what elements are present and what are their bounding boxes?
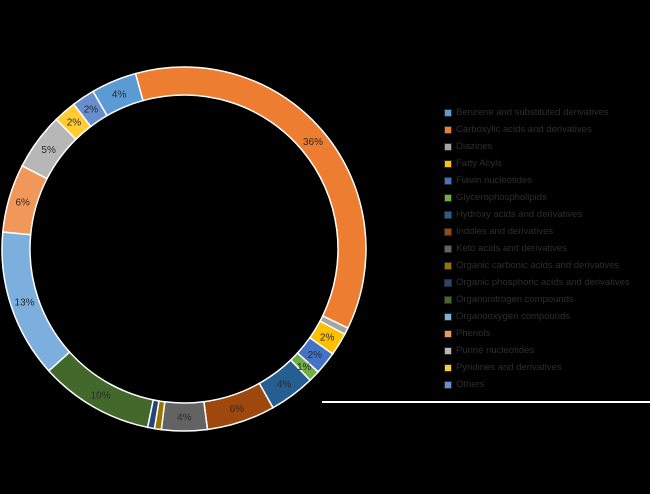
legend-item-9: Organic carbonic acids and derivatives bbox=[444, 257, 644, 274]
chart-legend: Benzene and substituted derivatives Carbo… bbox=[444, 104, 644, 393]
slice-label-0: 4% bbox=[112, 90, 127, 101]
donut-slice-1 bbox=[134, 66, 367, 330]
legend-item-0: Benzene and substituted derivatives bbox=[444, 104, 644, 121]
legend-swatch bbox=[444, 193, 452, 202]
legend-label: Fatty Acyls bbox=[456, 158, 502, 169]
legend-swatch bbox=[444, 176, 452, 185]
legend-item-11: Organonitrogen compounds bbox=[444, 291, 644, 308]
donut-slice-16 bbox=[72, 90, 109, 128]
legend-label: Benzene and substituted derivatives bbox=[456, 107, 609, 118]
legend-label: Indoles and derivatives bbox=[456, 226, 554, 237]
legend-swatch bbox=[444, 329, 452, 338]
legend-swatch bbox=[444, 159, 452, 168]
legend-item-12: Organooxygen compounds bbox=[444, 308, 644, 325]
donut-slices bbox=[1, 66, 367, 432]
legend-swatch bbox=[444, 108, 452, 117]
slice-label-13: 6% bbox=[16, 197, 31, 208]
legend-label: Pyridines and derivatives bbox=[456, 362, 562, 373]
legend-label: Keto acids and derivatives bbox=[456, 243, 567, 254]
legend-item-15: Pyridines and derivatives bbox=[444, 359, 644, 376]
slice-label-8: 4% bbox=[177, 412, 192, 423]
legend-label: Organic carbonic acids and derivatives bbox=[456, 260, 620, 271]
legend-label: Others bbox=[456, 379, 485, 390]
legend-label: Phenols bbox=[456, 328, 491, 339]
legend-label: Flavin nucleotides bbox=[456, 175, 533, 186]
slice-label-15: 2% bbox=[67, 118, 82, 129]
legend-item-16: Others bbox=[444, 376, 644, 393]
legend-swatch bbox=[444, 210, 452, 219]
legend-label: Carboxylic acids and derivatives bbox=[456, 124, 592, 135]
slice-label-6: 4% bbox=[277, 379, 292, 390]
legend-swatch bbox=[444, 295, 452, 304]
legend-label: Organooxygen compounds bbox=[456, 311, 571, 322]
donut-slice-labels: 4%36%2%2%1%4%6%4%10%13%6%5%2%2% bbox=[15, 90, 335, 424]
legend-item-7: Indoles and derivatives bbox=[444, 223, 644, 240]
legend-swatch bbox=[444, 363, 452, 372]
legend-label: Organic phosphoric acids and derivatives bbox=[456, 277, 630, 288]
slice-label-5: 1% bbox=[297, 362, 312, 373]
legend-label: Glycerophospholipids bbox=[456, 192, 547, 203]
slice-label-11: 10% bbox=[91, 390, 111, 401]
legend-item-6: Hydroxy acids and derivatives bbox=[444, 206, 644, 223]
slice-label-14: 5% bbox=[41, 145, 56, 156]
legend-swatch bbox=[444, 142, 452, 151]
legend-label: Hydroxy acids and derivatives bbox=[456, 209, 583, 220]
chart-baseline-line bbox=[322, 401, 650, 403]
legend-swatch bbox=[444, 261, 452, 270]
slice-label-7: 6% bbox=[230, 404, 245, 415]
legend-item-1: Carboxylic acids and derivatives bbox=[444, 121, 644, 138]
legend-item-3: Fatty Acyls bbox=[444, 155, 644, 172]
legend-swatch bbox=[444, 380, 452, 389]
legend-item-10: Organic phosphoric acids and derivatives bbox=[444, 274, 644, 291]
donut-slice-12 bbox=[1, 231, 71, 372]
legend-label: Organonitrogen compounds bbox=[456, 294, 574, 305]
legend-item-2: Diazines bbox=[444, 138, 644, 155]
legend-item-4: Flavin nucleotides bbox=[444, 172, 644, 189]
legend-swatch bbox=[444, 125, 452, 134]
legend-item-13: Phenols bbox=[444, 325, 644, 342]
legend-swatch bbox=[444, 346, 452, 355]
legend-swatch bbox=[444, 227, 452, 236]
slice-label-3: 2% bbox=[320, 332, 335, 343]
slice-label-4: 2% bbox=[308, 350, 323, 361]
slice-label-16: 2% bbox=[84, 105, 99, 116]
legend-swatch bbox=[444, 312, 452, 321]
legend-item-8: Keto acids and derivatives bbox=[444, 240, 644, 257]
legend-swatch bbox=[444, 278, 452, 287]
legend-label: Purine nucleotides bbox=[456, 345, 535, 356]
slice-label-12: 13% bbox=[15, 297, 35, 308]
legend-item-14: Purine nucleotides bbox=[444, 342, 644, 359]
slice-label-1: 36% bbox=[303, 137, 323, 148]
legend-item-5: Glycerophospholipids bbox=[444, 189, 644, 206]
legend-swatch bbox=[444, 244, 452, 253]
legend-label: Diazines bbox=[456, 141, 493, 152]
